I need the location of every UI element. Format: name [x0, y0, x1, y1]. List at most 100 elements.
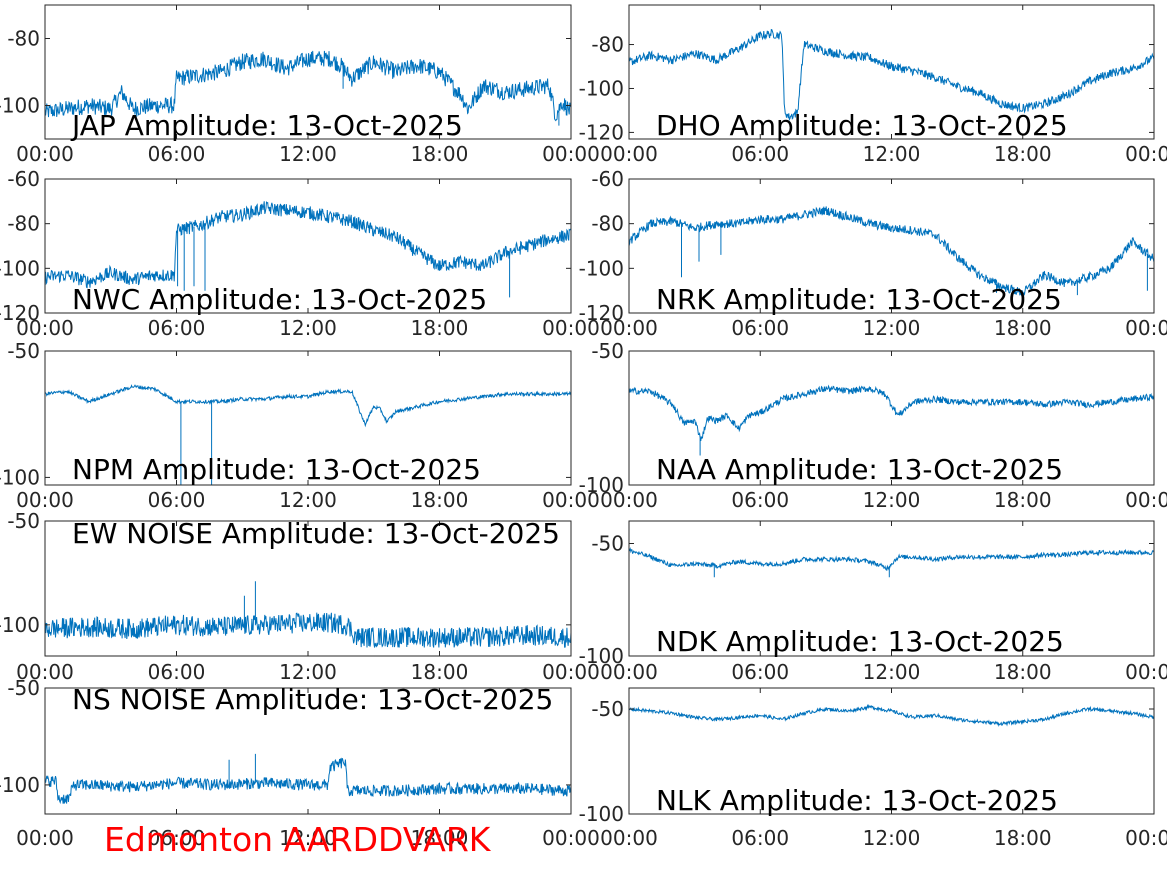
panel-9: 00:00 06:00 12:00 18:00 00:00 -50 -100 NS NOISE…: [0, 676, 600, 850]
x-tick-label: 18:00: [411, 660, 469, 684]
y-tick-label: -100: [579, 76, 624, 100]
y-tick-label: -80: [7, 212, 40, 236]
x-tick-label: 06:00: [731, 660, 789, 684]
x-tick-label: 00:00: [542, 826, 600, 850]
y-tick-label: -100: [579, 256, 624, 280]
x-tick-label: 00:00: [542, 660, 600, 684]
panel-1: 00:00 06:00 12:00 18:00 00:00 -80 -100 JAP Ampl…: [0, 4, 600, 166]
y-tick-label: -50: [7, 509, 40, 533]
y-tick-label: -120: [579, 120, 624, 144]
x-tick-label: 18:00: [994, 826, 1052, 850]
x-tick-label: 00:00: [600, 826, 658, 850]
x-tick-label: 18:00: [411, 316, 469, 340]
x-tick-label: 00:00: [16, 660, 74, 684]
panel-6: 00:00 06:00 12:00 18:00 00:00 -50 -100 NAA Ampl…: [579, 339, 1167, 512]
panel-3: 00:00 06:00 12:00 18:00 00:00 -60 -80 -100 -120 N…: [0, 167, 600, 340]
x-tick-label: 12:00: [279, 660, 337, 684]
x-tick-label: 06:00: [731, 488, 789, 512]
panel-8: 00:00 06:00 12:00 18:00 00:00 -50 -100 NDK Ampl…: [579, 520, 1167, 684]
x-tick-label: 06:00: [148, 142, 206, 166]
panel-title: NAA Amplitude: 13-Oct-2025: [656, 453, 1063, 486]
x-tick-label: 18:00: [994, 660, 1052, 684]
panel-title: JAP Amplitude: 13-Oct-2025: [70, 109, 463, 142]
x-tick-label: 00:00: [600, 488, 658, 512]
panel-title: NRK Amplitude: 13-Oct-2025: [656, 283, 1062, 316]
x-tick-label: 06:00: [731, 316, 789, 340]
amplitude-trace: [45, 50, 571, 126]
y-tick-label: -80: [7, 27, 40, 51]
x-tick-label: 06:00: [148, 826, 206, 850]
x-tick-label: 00:00: [1125, 488, 1167, 512]
amplitude-trace: [45, 753, 571, 805]
x-tick-label: 06:00: [731, 826, 789, 850]
x-tick-label: 06:00: [148, 660, 206, 684]
x-tick-label: 18:00: [411, 826, 469, 850]
x-tick-label: 00:00: [542, 488, 600, 512]
y-tick-label: -50: [591, 339, 624, 363]
y-tick-label: -100: [579, 473, 624, 497]
amplitude-trace: [629, 384, 1154, 456]
panel-5: 00:00 06:00 12:00 18:00 00:00 -50 -100 NPM Ampl…: [0, 339, 600, 512]
panel-title: NDK Amplitude: 13-Oct-2025: [656, 625, 1064, 658]
x-tick-label: 00:00: [1125, 826, 1167, 850]
y-tick-label: -120: [0, 301, 40, 325]
y-tick-label: -100: [0, 256, 40, 280]
y-tick-label: -100: [0, 773, 40, 797]
x-tick-label: 06:00: [148, 488, 206, 512]
x-tick-label: 12:00: [863, 142, 921, 166]
panel-title: DHO Amplitude: 13-Oct-2025: [656, 109, 1068, 142]
x-tick-label: 18:00: [411, 142, 469, 166]
y-tick-label: -50: [591, 532, 624, 556]
x-tick-label: 00:00: [1125, 316, 1167, 340]
y-tick-label: -50: [7, 676, 40, 700]
y-tick-label: -100: [0, 613, 40, 637]
amplitude-trace: [45, 200, 571, 298]
x-tick-label: 18:00: [994, 488, 1052, 512]
y-tick-label: -80: [591, 212, 624, 236]
panel-title: NLK Amplitude: 13-Oct-2025: [656, 784, 1058, 817]
x-tick-label: 00:00: [600, 316, 658, 340]
panel-title: NS NOISE Amplitude: 13-Oct-2025: [72, 683, 553, 716]
y-tick-label: -100: [579, 802, 624, 826]
panel-title: EW NOISE Amplitude: 13-Oct-2025: [72, 517, 560, 550]
x-tick-label: 12:00: [279, 316, 337, 340]
panel-title: NPM Amplitude: 13-Oct-2025: [72, 453, 481, 486]
x-tick-label: 12:00: [279, 488, 337, 512]
y-tick-label: -100: [0, 465, 40, 489]
y-tick-label: -50: [591, 697, 624, 721]
y-tick-label: -100: [579, 644, 624, 668]
x-tick-label: 18:00: [411, 488, 469, 512]
amplitude-trace: [629, 547, 1154, 578]
amplitude-trace: [45, 581, 571, 648]
y-tick-label: -60: [7, 167, 40, 191]
x-tick-label: 00:00: [600, 660, 658, 684]
x-tick-label: 12:00: [863, 826, 921, 850]
y-tick-label: -80: [591, 33, 624, 57]
panel-10: 00:00 06:00 12:00 18:00 00:00 -50 -100 NLK Ampl…: [579, 687, 1167, 850]
x-tick-label: 00:00: [16, 142, 74, 166]
y-tick-label: -50: [7, 339, 40, 363]
x-tick-label: 18:00: [994, 142, 1052, 166]
amplitude-trace: [629, 28, 1154, 122]
x-tick-label: 12:00: [279, 826, 337, 850]
x-tick-label: 12:00: [863, 660, 921, 684]
y-tick-label: -100: [0, 94, 40, 118]
x-tick-label: 00:00: [1125, 660, 1167, 684]
x-tick-label: 00:00: [16, 488, 74, 512]
x-tick-label: 00:00: [600, 142, 658, 166]
x-tick-label: 00:00: [542, 316, 600, 340]
x-tick-label: 06:00: [148, 316, 206, 340]
amplitude-trace: [629, 703, 1154, 727]
x-tick-label: 00:00: [542, 142, 600, 166]
y-tick-label: -120: [579, 301, 624, 325]
x-tick-label: 18:00: [994, 316, 1052, 340]
x-tick-label: 12:00: [863, 316, 921, 340]
x-tick-label: 12:00: [863, 488, 921, 512]
x-tick-label: 12:00: [279, 142, 337, 166]
amplitude-trace: [629, 206, 1154, 298]
amplitude-trace: [45, 384, 571, 485]
y-tick-label: -60: [591, 167, 624, 191]
x-tick-label: 00:00: [16, 826, 74, 850]
panel-4: 00:00 06:00 12:00 18:00 00:00 -60 -80 -100 -120 N…: [579, 167, 1167, 340]
